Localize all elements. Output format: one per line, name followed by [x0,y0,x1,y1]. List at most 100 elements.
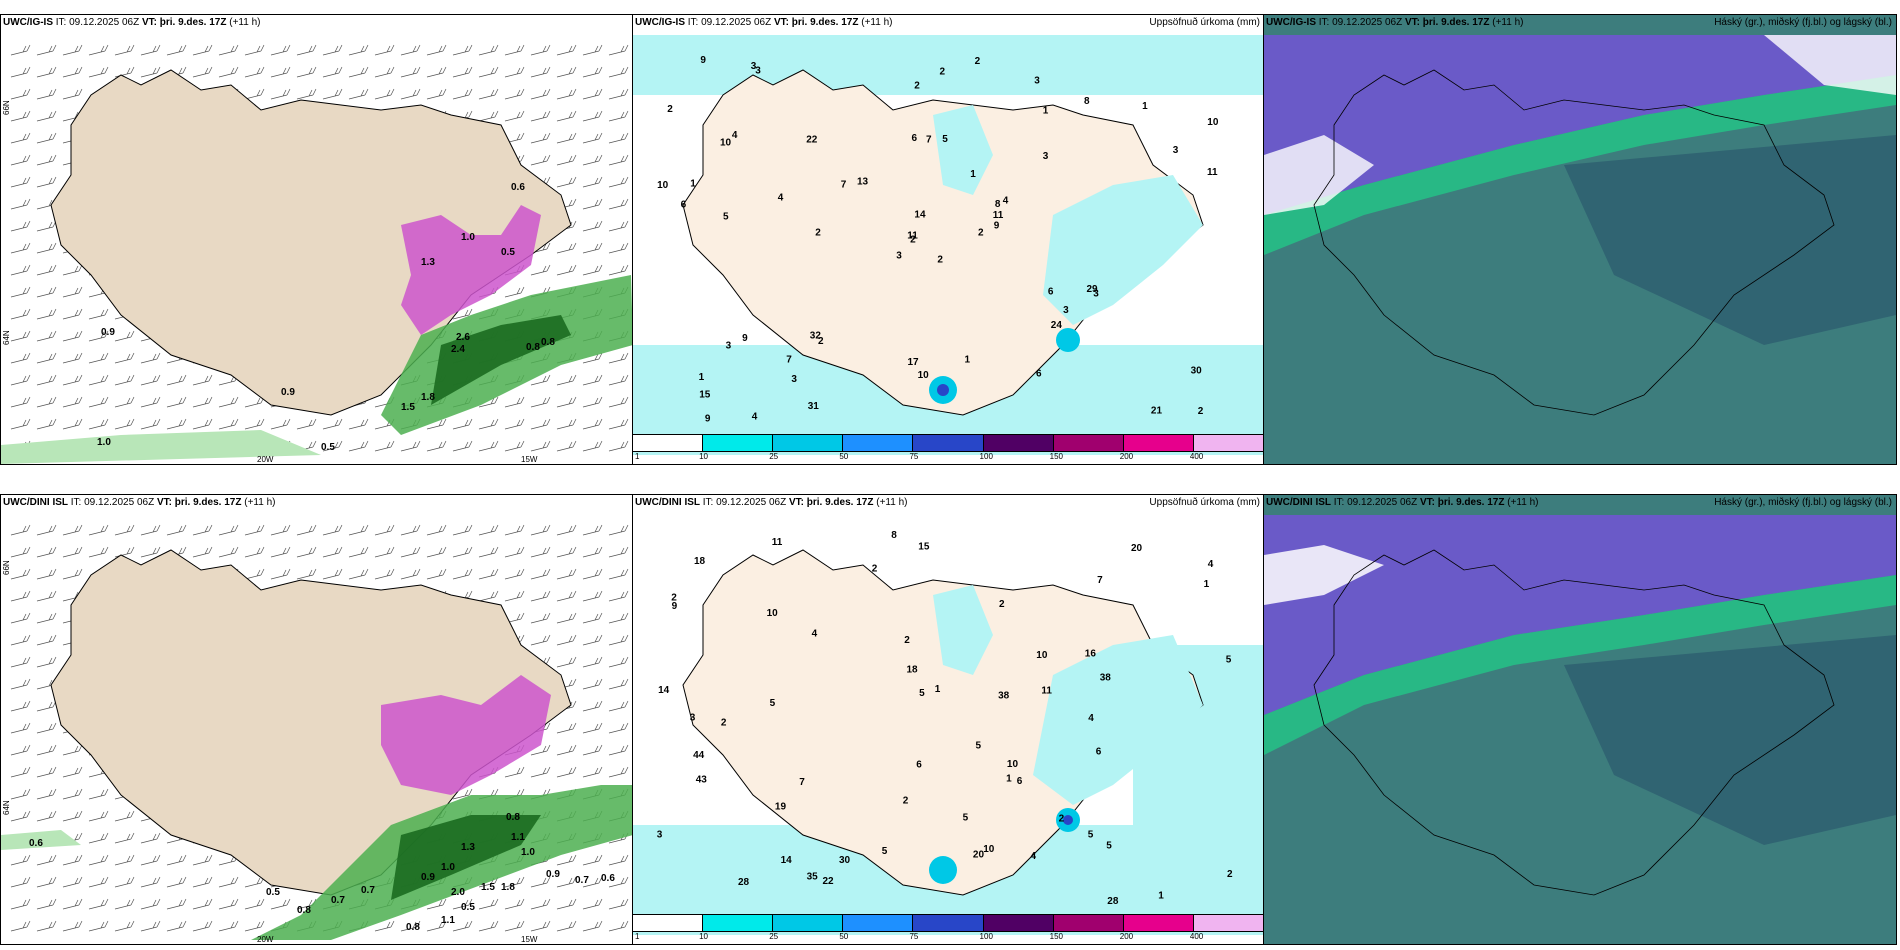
precip-value: 3 [726,341,732,352]
wind-barb [114,854,135,866]
vt-value: þri. 9.des. 17Z [1437,497,1505,508]
wind-barb [348,568,369,580]
wind-barb [608,242,629,254]
colorbar-cell [633,435,704,451]
colorbar-tick-label: 150 [1049,452,1064,461]
wind-barb [296,44,317,56]
wind-barb [582,590,603,602]
composite-value: 0.9 [101,327,115,338]
colorbar-cell [703,435,774,451]
wind-barb [62,744,83,756]
it-label: IT: [55,17,67,28]
composite-value: 0.5 [266,887,280,898]
colorbar-tick-label: 75 [909,932,919,941]
precip-value: 5 [723,211,729,222]
longitude-label: 20W [257,455,274,464]
wind-barb [426,44,447,56]
wind-barb [166,374,187,386]
wind-barb [140,854,161,866]
wind-barb [192,546,213,558]
wind-barb [322,568,343,580]
wind-barb [504,66,525,78]
panel-header: UWC/IG-IS IT: 09.12.2025 06Z VT: þri. 9.… [635,17,892,28]
precip-value: 7 [799,777,805,788]
colorbar-cell [983,435,1054,451]
wind-barb [530,418,551,430]
wind-barb [140,44,161,56]
colorbar-tick-label: 200 [1119,452,1134,461]
colorbar-cell [1053,435,1124,451]
wind-barb [218,898,239,910]
wind-barb [452,524,473,536]
colorbar-tick-label: 10 [699,932,709,941]
wind-barb [322,88,343,100]
wind-barb [140,546,161,558]
it-label: IT: [1333,497,1345,508]
precip-value: 2 [815,228,821,239]
wind-barb [504,524,525,536]
composite-value: 2.0 [451,887,465,898]
wind-barb [218,66,239,78]
wind-barb [36,766,57,778]
wind-barb [114,920,135,932]
composite-value: 0.9 [421,872,435,883]
wind-barb [10,766,31,778]
vt-label: VT: [141,17,157,28]
wind-barb [218,44,239,56]
wind-barb [296,546,317,558]
precip-value: 5 [942,134,948,145]
wind-barb [504,110,525,122]
precip-value: 4 [778,193,784,204]
precip-value: 1 [1204,579,1210,590]
wind-barb [244,898,265,910]
wind-barb [10,220,31,232]
wind-barb [530,898,551,910]
wind-barb [36,396,57,408]
wind-barb [10,352,31,364]
wind-barb [10,110,31,122]
wind-barb [426,898,447,910]
wind-barb [608,854,629,866]
wind-barb [88,898,109,910]
wind-barb [62,810,83,822]
wind-barb [114,44,135,56]
wind-barb [608,132,629,144]
wind-barb [88,854,109,866]
composite-value: 0.9 [281,387,295,398]
precip-colorbar-labels: 1 10 25 50 75 100 150 200 400 [633,452,1264,463]
precip-value: 2 [721,717,727,728]
wind-barb [192,44,213,56]
precip-value: 4 [1031,851,1037,862]
precip-value: 6 [1096,747,1102,758]
wind-barb [62,418,83,430]
wind-barb [478,66,499,78]
wind-barb [608,722,629,734]
wind-barb [556,920,577,932]
vt-label: VT: [156,497,172,508]
wind-barb [426,66,447,78]
precip-value: 3 [1093,289,1099,300]
precip-value: 10 [657,180,669,191]
precip-value: 9 [994,221,1000,232]
model-label: UWC/DINI ISL [635,497,700,508]
wind-barb [36,546,57,558]
model-label: UWC/IG-IS [3,17,53,28]
wind-barb [374,524,395,536]
precip-value: 38 [998,691,1010,702]
wind-barb [348,88,369,100]
wind-barb [530,264,551,276]
longitude-label: 15W [521,455,538,464]
wind-barb [62,766,83,778]
wind-barb [114,418,135,430]
wind-barb [608,524,629,536]
latitude-label: 66N [2,100,11,115]
wind-barb [322,44,343,56]
precip-value: 3 [1173,145,1179,156]
precip-value: 11 [907,230,918,241]
wind-barb [244,920,265,932]
colorbar-cell [843,915,914,931]
precip-value: 5 [1226,654,1232,665]
wind-barb [556,88,577,100]
wind-barb [10,198,31,210]
colorbar-cell [633,915,704,931]
